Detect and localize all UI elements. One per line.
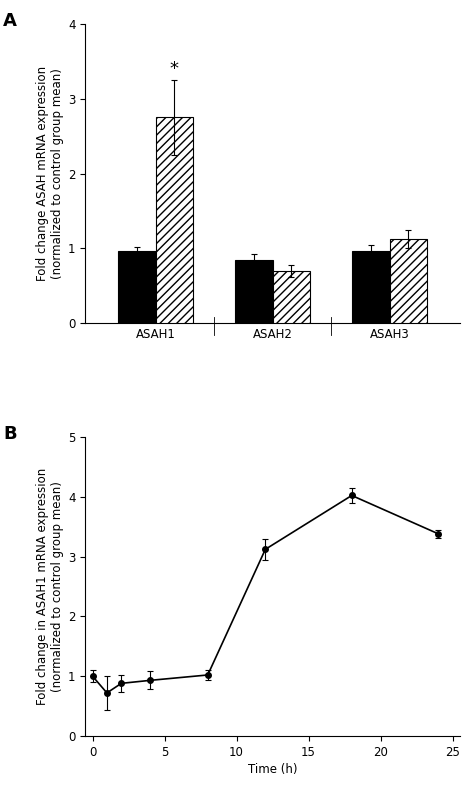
- Text: A: A: [3, 12, 17, 30]
- Bar: [235, 259, 273, 323]
- Bar: [352, 250, 390, 323]
- Text: *: *: [170, 60, 179, 78]
- X-axis label: Time (h): Time (h): [248, 763, 297, 776]
- Y-axis label: Fold change ASAH mRNA expression
(normalized to control group mean): Fold change ASAH mRNA expression (normal…: [36, 66, 64, 281]
- Bar: [155, 118, 193, 323]
- Text: B: B: [3, 425, 17, 443]
- Bar: [273, 271, 310, 323]
- Bar: [390, 239, 427, 323]
- Y-axis label: Fold change in ASAH1 mRNA expression
(normalized to control group mean): Fold change in ASAH1 mRNA expression (no…: [36, 468, 64, 705]
- Bar: [118, 250, 155, 323]
